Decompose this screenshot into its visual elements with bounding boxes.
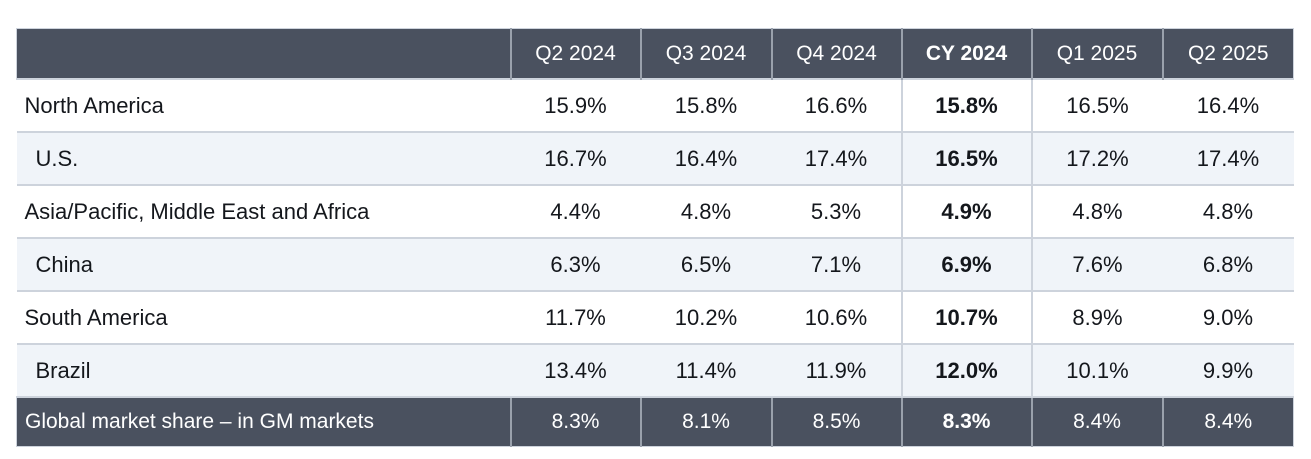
value-cell: 10.1%: [1031, 343, 1163, 397]
table-row: South America 11.7% 10.2% 10.6% 10.7% 8.9% 9.0…: [16, 290, 1294, 344]
table-row: Asia/Pacific, Middle East and Africa 4.4%…: [16, 184, 1294, 238]
value-cell: 6.5%: [640, 237, 772, 291]
region-cell: North America: [16, 78, 511, 132]
value-cell: 12.0%: [900, 343, 1033, 397]
value-cell: 4.8%: [1162, 184, 1294, 238]
value-cell: 16.6%: [771, 78, 902, 132]
value-cell: 6.9%: [900, 237, 1033, 291]
region-cell: South America: [16, 290, 511, 344]
column-header-cy: CY 2024: [900, 28, 1032, 79]
header-row: Q2 2024 Q3 2024 Q4 2024 CY 2024 Q1 2025 …: [16, 28, 1294, 79]
value-cell: 11.4%: [640, 343, 772, 397]
column-header: Q4 2024: [770, 28, 902, 79]
value-cell: 10.7%: [900, 290, 1033, 344]
value-cell: 13.4%: [510, 343, 641, 397]
footer-value-cell-cy: 8.3%: [900, 396, 1032, 447]
value-cell: 7.6%: [1031, 237, 1163, 291]
footer-value-cell: 8.5%: [770, 396, 902, 447]
value-cell: 8.9%: [1031, 290, 1163, 344]
footer-value-cell: 8.1%: [639, 396, 772, 447]
region-cell: Asia/Pacific, Middle East and Africa: [16, 184, 511, 238]
footer-value-cell: 8.4%: [1030, 396, 1163, 447]
value-cell: 9.0%: [1162, 290, 1294, 344]
value-cell: 11.7%: [510, 290, 641, 344]
value-cell: 16.5%: [900, 131, 1033, 185]
table-row: North America 15.9% 15.8% 16.6% 15.8% 16.5% 16…: [16, 78, 1294, 132]
value-cell: 4.9%: [900, 184, 1033, 238]
value-cell: 7.1%: [771, 237, 902, 291]
value-cell: 17.4%: [771, 131, 902, 185]
value-cell: 6.8%: [1162, 237, 1294, 291]
value-cell: 4.8%: [1031, 184, 1163, 238]
value-cell: 17.4%: [1162, 131, 1294, 185]
value-cell: 10.2%: [640, 290, 772, 344]
footer-label: Global market share – in GM markets: [16, 396, 511, 447]
value-cell: 16.4%: [640, 131, 772, 185]
column-header: Q2 2025: [1161, 28, 1294, 79]
region-header-cell: [16, 28, 511, 79]
table-row: Brazil 13.4% 11.4% 11.9% 12.0% 10.1% 9.9%: [16, 343, 1294, 397]
market-share-table: Q2 2024 Q3 2024 Q4 2024 CY 2024 Q1 2025 …: [16, 28, 1294, 447]
value-cell: 15.8%: [640, 78, 772, 132]
value-cell: 15.9%: [510, 78, 641, 132]
value-cell: 17.2%: [1031, 131, 1163, 185]
table-row: U.S. 16.7% 16.4% 17.4% 16.5% 17.2% 17.4%: [16, 131, 1294, 185]
value-cell: 4.4%: [510, 184, 641, 238]
column-header: Q2 2024: [509, 28, 641, 79]
value-cell: 9.9%: [1162, 343, 1294, 397]
value-cell: 4.8%: [640, 184, 772, 238]
table-body: North America 15.9% 15.8% 16.6% 15.8% 16.5% 16…: [16, 78, 1294, 397]
region-cell: China: [16, 237, 511, 291]
value-cell: 6.3%: [510, 237, 641, 291]
value-cell: 16.4%: [1162, 78, 1294, 132]
footer-value-cell: 8.3%: [509, 396, 641, 447]
value-cell: 5.3%: [771, 184, 902, 238]
value-cell: 10.6%: [771, 290, 902, 344]
column-header: Q3 2024: [639, 28, 772, 79]
footer-row: Global market share – in GM markets 8.3%…: [16, 396, 1294, 447]
region-cell: Brazil: [16, 343, 511, 397]
value-cell: 11.9%: [771, 343, 902, 397]
value-cell: 15.8%: [900, 78, 1033, 132]
footer-value-cell: 8.4%: [1161, 396, 1294, 447]
column-header: Q1 2025: [1030, 28, 1163, 79]
value-cell: 16.5%: [1031, 78, 1163, 132]
region-cell: U.S.: [16, 131, 511, 185]
value-cell: 16.7%: [510, 131, 641, 185]
table-row: China 6.3% 6.5% 7.1% 6.9% 7.6% 6.8%: [16, 237, 1294, 291]
